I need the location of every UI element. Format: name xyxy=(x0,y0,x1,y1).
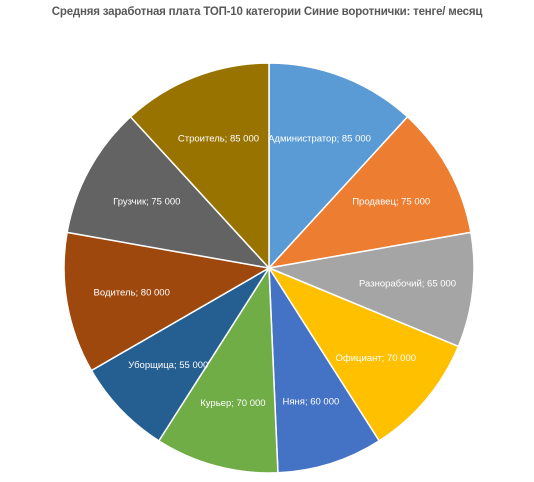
pie-slice-7 xyxy=(63,231,272,372)
pie-slice-label-5: Курьер; 70 000 xyxy=(200,398,265,409)
pie-slice-9 xyxy=(129,62,270,270)
pie-slice-4 xyxy=(268,265,381,474)
pie-slice-label-7: Водитель; 80 000 xyxy=(94,288,170,299)
pie-slice-8 xyxy=(66,115,272,270)
pie-slice-label-9: Строитель; 85 000 xyxy=(178,134,259,145)
pie-slice-6 xyxy=(90,267,270,442)
pie-slice-label-1: Продавец; 75 000 xyxy=(352,196,430,207)
pie-slices xyxy=(63,62,475,474)
pie-labels: Администратор; 85 000 Продавец; 75 000 Раз… xyxy=(94,134,457,410)
chart-title: Средняя заработная плата ТОП-10 категори… xyxy=(51,6,483,18)
pie-slice-label-8: Грузчик; 75 000 xyxy=(113,196,180,207)
pie-slice-label-6: Уборщица; 55 000 xyxy=(128,360,208,371)
pie-slice-1 xyxy=(266,115,472,270)
pie-slice-3 xyxy=(267,266,460,442)
pie-slice-5 xyxy=(157,265,279,474)
pie-slice-0 xyxy=(268,62,409,270)
pie-slice-label-0: Администратор; 85 000 xyxy=(268,134,371,145)
pie-slice-label-4: Няня; 60 000 xyxy=(283,396,340,407)
pie-slice-2 xyxy=(266,231,475,348)
pie-slice-label-2: Разнорабочий; 65 000 xyxy=(359,279,456,290)
pie-slice-label-3: Официант; 70 000 xyxy=(336,353,416,364)
